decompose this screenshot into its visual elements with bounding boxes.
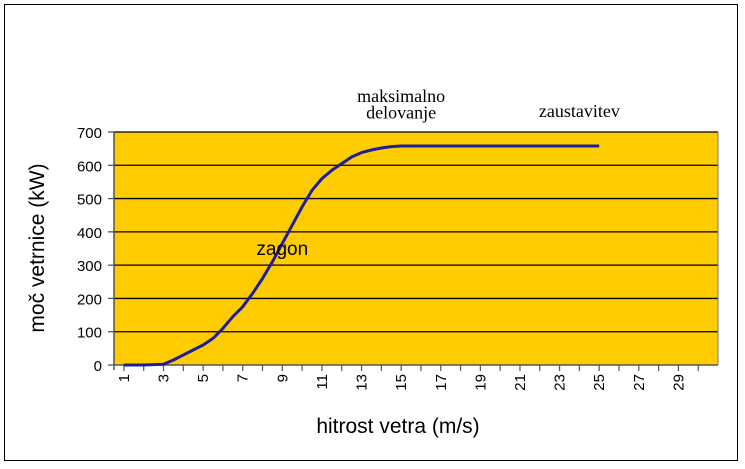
series-line [123, 144, 600, 367]
x-tick-label: 7 [235, 374, 252, 382]
x-tick-label: 23 [552, 374, 569, 391]
gridlines [114, 131, 718, 333]
y-tick-label: 400 [77, 225, 102, 242]
x-tick-label: 13 [354, 374, 371, 391]
x-tick-label: 11 [314, 374, 331, 390]
y-tick-label: 0 [94, 358, 102, 375]
x-tick-label: 21 [512, 374, 529, 391]
x-tick-label: 25 [591, 374, 608, 391]
y-tick-label: 500 [77, 192, 102, 209]
annotation-label: zaustavitev [539, 101, 620, 121]
plot-area [114, 132, 718, 365]
y-tick-label: 300 [77, 258, 102, 275]
x-tick-label: 27 [631, 374, 648, 391]
y-tick-labels: 0 100 200 300 400 500 600 700 [77, 125, 102, 375]
y-tick-label: 600 [77, 158, 102, 175]
x-tick-label: 17 [433, 374, 450, 391]
x-tick-label: 5 [195, 374, 212, 382]
x-tick-label: 9 [274, 374, 291, 382]
y-axis-title: moč vetrnice (kW) [26, 163, 49, 332]
x-tick-label: 15 [393, 374, 410, 391]
y-tick-label: 100 [77, 325, 102, 342]
x-tick-label: 3 [156, 374, 173, 382]
x-axis-title: hitrost vetra (m/s) [316, 415, 479, 438]
annotation-label: delovanje [366, 103, 436, 123]
x-tick-label: 29 [670, 374, 687, 391]
x-tick-label: 19 [472, 374, 489, 391]
y-tick-label: 200 [77, 291, 102, 308]
axes [108, 131, 719, 371]
annotation-label: zagon [256, 239, 308, 260]
y-tick-label: 700 [77, 125, 102, 142]
annotation-label: maksimalno [357, 86, 445, 106]
x-tick-labels: 1 3 5 7 9 11 13 15 17 19 21 23 25 27 29 [116, 374, 687, 391]
x-tick-label: 1 [116, 374, 133, 382]
